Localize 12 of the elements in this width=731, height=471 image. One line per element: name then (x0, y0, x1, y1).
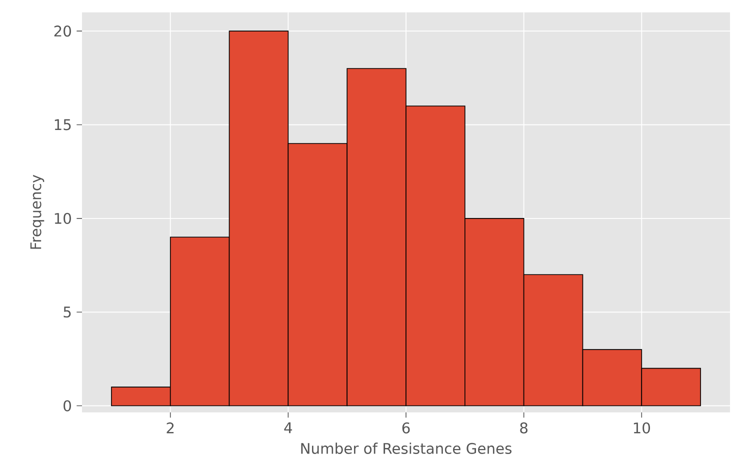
y-tick-label: 20 (54, 26, 71, 37)
y-tick-label: 15 (54, 119, 71, 130)
y-tick-label: 5 (64, 306, 71, 318)
x-tick-label: 2 (166, 422, 174, 434)
y-tick-label: 10 (54, 212, 71, 224)
x-tick-label: 6 (402, 422, 410, 434)
x-axis-title: Number of Resistance Genes (301, 442, 512, 454)
x-tick-label: 10 (634, 422, 650, 434)
x-tick-label: 4 (284, 422, 292, 434)
y-axis-title: Frequency (30, 174, 44, 249)
y-tick-label: 0 (64, 400, 71, 412)
x-tick-label: 8 (520, 422, 528, 434)
